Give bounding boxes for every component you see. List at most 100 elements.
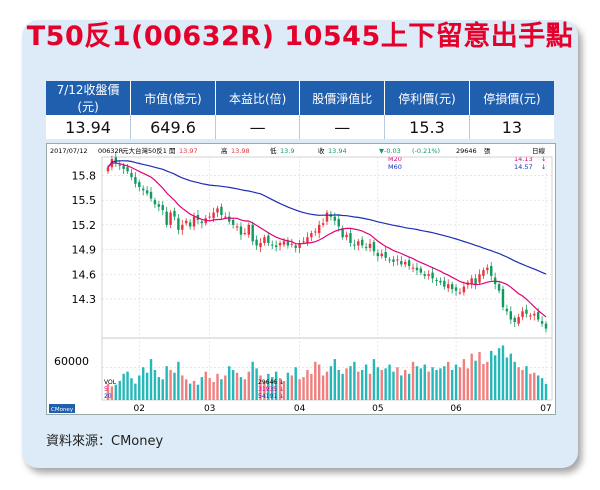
volume-bar	[407, 373, 411, 400]
volume-bar	[536, 375, 540, 400]
candle-body	[325, 212, 329, 222]
volume-bar	[149, 359, 153, 400]
chart-volume: 29646	[456, 147, 477, 155]
candle-body	[478, 274, 481, 283]
volume-bar	[372, 359, 376, 400]
header-pe-ratio: 本益比(倍)	[215, 81, 301, 115]
chart-date: 2017/07/12	[50, 147, 87, 155]
volume-bar	[220, 379, 223, 400]
volume-bar	[345, 368, 348, 400]
value-market-cap: 649.6	[130, 115, 216, 139]
volume-bar	[458, 367, 462, 400]
volume-bar	[435, 370, 438, 400]
candle-body	[122, 165, 125, 169]
value-take-profit: 15.3	[384, 115, 470, 139]
candle-body	[173, 210, 176, 217]
volume-bar	[192, 380, 196, 400]
volume-bar	[392, 371, 395, 400]
vol20-legend-name: 20	[104, 393, 112, 400]
candle-body	[317, 224, 321, 234]
vol5-legend-value: 31935	[258, 386, 277, 393]
candle-body	[231, 219, 235, 225]
candle-body	[540, 321, 544, 324]
date-axis-ticks: 02 03 04 05 06 07	[134, 404, 552, 414]
volume-bar	[357, 371, 360, 400]
candle-body	[192, 216, 196, 227]
candle-body	[536, 312, 540, 320]
candle-body	[157, 204, 161, 207]
candle-body	[368, 243, 372, 248]
candle-body	[458, 292, 462, 294]
volume-bar	[443, 366, 446, 400]
cmoney-logo-text: CMoney	[51, 407, 74, 413]
volume-bar	[110, 386, 114, 400]
candle-body	[396, 259, 399, 261]
candle-body	[333, 216, 337, 221]
volume-bar	[114, 384, 118, 400]
candle-body	[224, 216, 227, 218]
candle-body	[392, 259, 395, 262]
candle-body	[216, 208, 219, 213]
volume-bar	[431, 367, 434, 400]
candle-body	[302, 241, 305, 243]
candle-body	[220, 206, 223, 215]
volume-bar	[427, 371, 430, 400]
chart-close-value: 13.94	[328, 147, 347, 155]
volume-bar	[165, 366, 168, 400]
volume-bar	[106, 383, 110, 400]
candle-body	[509, 311, 513, 320]
metrics-table: 7/12收盤價(元) 市值(億元) 本益比(倍) 股價淨值比 停利價(元) 停損…	[46, 81, 554, 139]
value-close-price: 13.94	[46, 115, 132, 139]
candle-body	[364, 247, 368, 249]
candle-body	[415, 267, 419, 271]
date-tick-label: 06	[450, 404, 462, 414]
volume-bar	[384, 368, 387, 400]
volume-bar	[474, 360, 477, 400]
candle-body	[298, 242, 301, 248]
candle-body	[439, 280, 442, 283]
volume-bar	[525, 366, 528, 400]
volume-bar	[325, 371, 329, 400]
candle-body	[212, 212, 215, 219]
candle-body	[360, 239, 364, 246]
volume-bar	[200, 377, 204, 400]
ma60-legend-arrow-icon: ↓	[541, 163, 546, 171]
volume-bar	[517, 367, 520, 400]
volume-bar	[138, 375, 141, 400]
metrics-header-row: 7/12收盤價(元) 市值(億元) 本益比(倍) 股價淨值比 停利價(元) 停損…	[46, 81, 554, 115]
candle-body	[145, 190, 149, 194]
header-stop-loss: 停損價(元)	[469, 81, 554, 115]
date-tick-label: 04	[294, 404, 306, 414]
metrics-value-row: 13.94 649.6 — — 15.3 13	[46, 115, 554, 139]
candle-body	[450, 284, 454, 290]
candle-body	[263, 237, 266, 243]
candle-body	[243, 233, 247, 235]
candle-body	[321, 223, 325, 225]
volume-bar	[509, 353, 513, 400]
volume-bar	[505, 357, 509, 400]
volume-bar	[540, 378, 544, 400]
chart-stock-name: 元大台灣50反1	[122, 146, 167, 155]
volume-bar	[153, 370, 157, 400]
volume-bar	[271, 377, 274, 400]
volume-bar	[533, 372, 536, 400]
candle-body	[161, 205, 164, 211]
candle-body	[349, 233, 352, 243]
header-market-cap: 市值(億元)	[130, 81, 216, 115]
cmoney-logo	[49, 404, 75, 413]
volume-bar	[251, 361, 254, 400]
candle-body	[106, 167, 110, 172]
vol-legend-name: VOL	[104, 379, 117, 386]
candle-body	[345, 234, 348, 238]
volume-axis-tick: 60000	[54, 355, 89, 368]
candle-body	[149, 191, 153, 199]
candle-body	[153, 200, 157, 205]
candle-body	[501, 289, 505, 308]
candle-body	[208, 216, 211, 218]
volume-bar	[466, 368, 469, 400]
volume-bar	[380, 370, 383, 400]
candle-body	[447, 284, 450, 289]
volume-bar	[501, 345, 505, 400]
header-take-profit: 停利價(元)	[384, 81, 470, 115]
price-tick-label: 15.8	[72, 169, 97, 182]
